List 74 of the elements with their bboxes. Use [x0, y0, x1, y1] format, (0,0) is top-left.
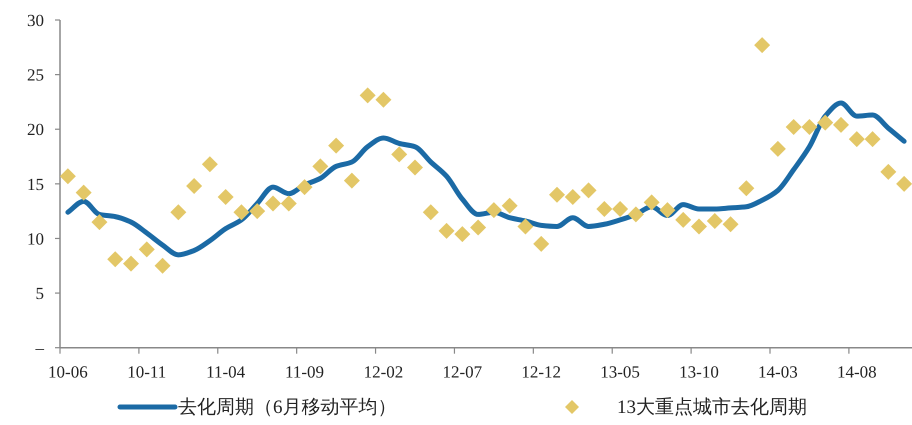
- x-tick-label: 14-08: [836, 362, 877, 382]
- point: [422, 204, 439, 220]
- point: [91, 214, 108, 230]
- y-tick-label: 25: [27, 66, 44, 85]
- y-tick-label: 30: [27, 11, 44, 30]
- point: [391, 146, 408, 162]
- point: [107, 251, 124, 268]
- y-tick-label: 5: [36, 284, 44, 304]
- x-tick-label: 11-04: [206, 362, 246, 382]
- point: [76, 184, 92, 201]
- point: [691, 218, 707, 234]
- point: [454, 226, 470, 242]
- x-tick-label: 13-05: [600, 362, 640, 382]
- point: [344, 172, 360, 189]
- legend-label: 13大重点城市去化周期: [617, 396, 807, 418]
- point: [659, 202, 676, 218]
- point: [786, 119, 802, 136]
- point: [580, 182, 597, 198]
- point: [375, 92, 392, 108]
- point: [312, 158, 328, 174]
- point: [154, 258, 171, 274]
- x-tick-label: 12-02: [364, 362, 404, 382]
- point: [738, 180, 754, 196]
- point: [218, 188, 234, 205]
- point: [628, 206, 644, 222]
- x-tick-label: 14-03: [758, 362, 798, 382]
- x-tick-label: 12-12: [521, 362, 562, 382]
- point: [360, 87, 376, 104]
- point: [438, 222, 455, 239]
- x-tick-label: 10-06: [48, 362, 88, 382]
- point: [612, 200, 628, 217]
- x-tick-label: 10-11: [127, 362, 166, 382]
- point: [564, 188, 581, 205]
- point: [801, 119, 818, 136]
- point: [123, 256, 139, 272]
- point: [864, 131, 881, 148]
- point: [833, 116, 849, 133]
- x-tick-label: 13-10: [679, 362, 719, 382]
- point: [644, 194, 660, 210]
- point: [880, 164, 896, 180]
- y-tick-label: –: [34, 338, 44, 358]
- point: [486, 202, 502, 218]
- point: [722, 216, 739, 232]
- point: [138, 241, 155, 258]
- point: [249, 203, 266, 220]
- point: [896, 176, 912, 192]
- x-tick-label: 12-07: [442, 362, 483, 382]
- y-tick-label: 15: [27, 174, 44, 194]
- point: [407, 159, 423, 176]
- point: [186, 178, 202, 194]
- point: [754, 37, 770, 54]
- point: [280, 196, 297, 212]
- point: [675, 212, 692, 228]
- y-tick-label: 20: [27, 120, 44, 140]
- point: [202, 156, 218, 172]
- point: [817, 114, 834, 131]
- point: [296, 179, 313, 196]
- point: [533, 236, 550, 252]
- point: [848, 131, 865, 148]
- point: [596, 200, 612, 217]
- point: [770, 140, 786, 157]
- point: [265, 196, 281, 212]
- point: [170, 204, 186, 220]
- point: [328, 138, 344, 154]
- point: [470, 220, 486, 236]
- x-tick-label: 11-09: [285, 362, 324, 382]
- point: [502, 198, 518, 214]
- y-tick-label: 10: [27, 229, 44, 248]
- point: [60, 168, 76, 184]
- legend-label: 去化周期（6月移动平均）: [178, 397, 396, 418]
- point: [233, 204, 250, 220]
- point: [549, 186, 565, 203]
- point: [706, 212, 723, 229]
- point: [517, 218, 534, 234]
